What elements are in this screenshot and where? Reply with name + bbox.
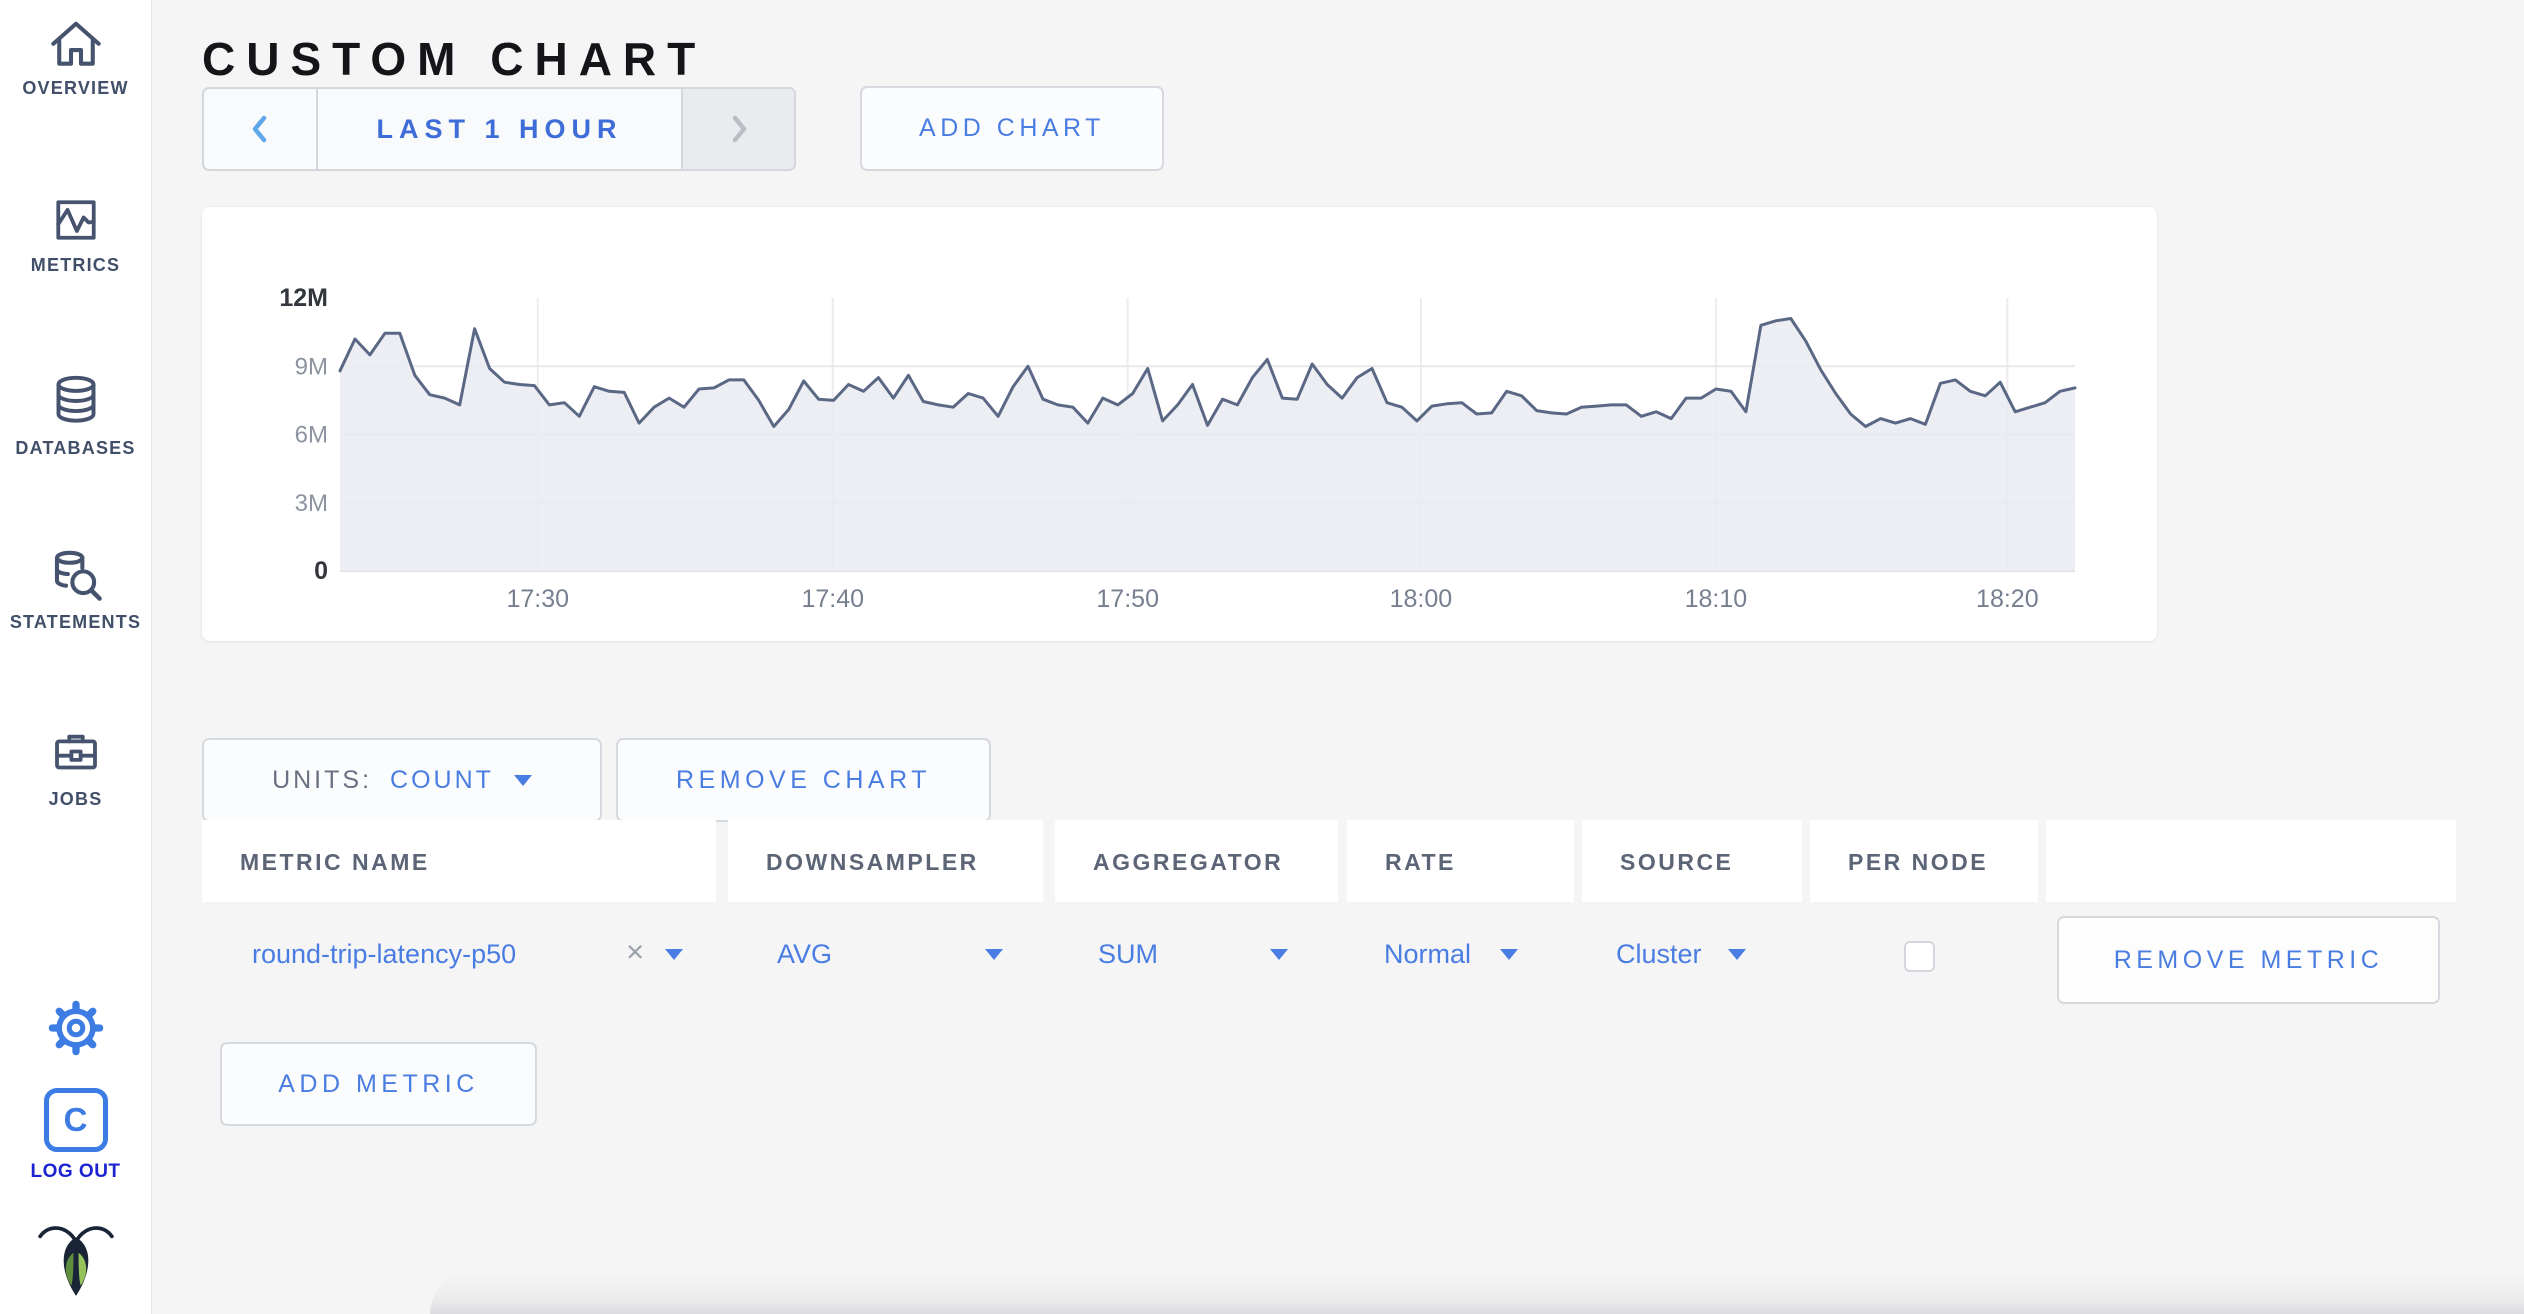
metric-caret-down-icon[interactable]	[665, 949, 683, 960]
column-header-rate: RATE	[1347, 820, 1574, 902]
downsampler-caret-down-icon[interactable]	[985, 949, 1003, 960]
sidebar-item-label: DATABASES	[15, 438, 136, 458]
sidebar-item-overview[interactable]: OVERVIEW	[0, 12, 151, 99]
svg-text:3M: 3M	[295, 490, 328, 517]
svg-text:17:40: 17:40	[801, 585, 864, 613]
next-card-shadow	[430, 1272, 2524, 1314]
column-header-per-node: PER NODE	[1810, 820, 2038, 902]
source-select[interactable]: Cluster	[1616, 939, 1702, 969]
sidebar: OVERVIEW METRICS DATABASES	[0, 0, 152, 1314]
sidebar-item-label: STATEMENTS	[9, 612, 142, 632]
column-header-downsampler: DOWNSAMPLER	[728, 820, 1043, 902]
sidebar-item-databases[interactable]: DATABASES	[0, 372, 151, 459]
svg-text:17:30: 17:30	[507, 585, 570, 613]
rate-select[interactable]: Normal	[1384, 939, 1472, 969]
home-icon	[50, 21, 101, 66]
sidebar-item-label: JOBS	[48, 789, 103, 809]
time-range-label[interactable]: LAST 1 HOUR	[376, 113, 623, 144]
sidebar-item-metrics[interactable]: METRICS	[0, 193, 151, 276]
caret-down-icon	[513, 774, 532, 786]
statements-icon	[54, 550, 102, 601]
units-value: COUNT	[390, 765, 494, 794]
cockroachdb-bug-logo	[37, 1226, 114, 1296]
cockroach-c-icon: C	[43, 1088, 108, 1152]
sidebar-item-jobs[interactable]: JOBS	[0, 727, 151, 810]
sidebar-item-statements[interactable]: STATEMENTS	[0, 546, 151, 633]
column-header-actions	[2046, 820, 2456, 902]
svg-text:18:20: 18:20	[1976, 585, 2039, 613]
aggregator-select[interactable]: SUM	[1098, 939, 1158, 969]
svg-text:18:00: 18:00	[1390, 585, 1453, 613]
chevron-right-icon	[732, 115, 746, 143]
logout-label: LOG OUT	[30, 1161, 121, 1182]
remove-chart-button[interactable]: REMOVE CHART	[616, 738, 991, 822]
page-title: CUSTOM CHART	[202, 32, 707, 85]
units-label: UNITS:	[272, 765, 373, 794]
add-metric-button[interactable]: ADD METRIC	[220, 1042, 537, 1126]
sidebar-logo[interactable]	[0, 1220, 151, 1302]
sidebar-item-label: METRICS	[30, 255, 121, 275]
clear-metric-icon[interactable]: ×	[626, 934, 645, 969]
sidebar-settings[interactable]	[0, 1000, 151, 1056]
units-dropdown[interactable]: UNITS: COUNT	[202, 738, 602, 822]
svg-text:9M: 9M	[295, 353, 328, 380]
database-icon	[56, 375, 95, 423]
chart-card: 12M 9M 6M 3M 0 17:30 17:40 17:50 18:00 18:10 18:20	[202, 207, 2157, 641]
sidebar-logout[interactable]: C LOG OUT	[0, 1088, 151, 1183]
rate-caret-down-icon[interactable]	[1500, 949, 1518, 960]
svg-text:12M: 12M	[279, 284, 328, 312]
prev-range-button[interactable]	[204, 89, 318, 169]
remove-metric-button[interactable]: REMOVE METRIC	[2057, 916, 2440, 1004]
metrics-icon	[55, 200, 96, 240]
metric-name-dropdown[interactable]: round-trip-latency-p50	[252, 939, 517, 969]
column-header-aggregator: AGGREGATOR	[1055, 820, 1338, 902]
aggregator-caret-down-icon[interactable]	[1270, 949, 1288, 960]
column-header-metric-name: METRIC NAME	[202, 820, 716, 902]
per-node-checkbox[interactable]	[1904, 941, 1935, 972]
svg-text:6M: 6M	[295, 422, 328, 449]
timeseries-chart: 12M 9M 6M 3M 0 17:30 17:40 17:50 18:00 18:10 18:20	[279, 284, 2077, 613]
svg-text:0: 0	[314, 557, 328, 585]
next-range-button[interactable]	[681, 89, 794, 169]
add-chart-button[interactable]: ADD CHART	[860, 86, 1164, 171]
time-range-selector: LAST 1 HOUR	[202, 87, 796, 171]
downsampler-select[interactable]: AVG	[777, 939, 833, 969]
jobs-icon	[54, 734, 97, 770]
chevron-left-icon	[252, 115, 267, 143]
svg-text:18:10: 18:10	[1685, 585, 1748, 613]
column-header-source: SOURCE	[1582, 820, 1802, 902]
source-caret-down-icon[interactable]	[1728, 949, 1746, 960]
sidebar-item-label: OVERVIEW	[22, 78, 129, 98]
svg-text:17:50: 17:50	[1096, 585, 1159, 613]
gear-icon	[48, 1000, 103, 1056]
